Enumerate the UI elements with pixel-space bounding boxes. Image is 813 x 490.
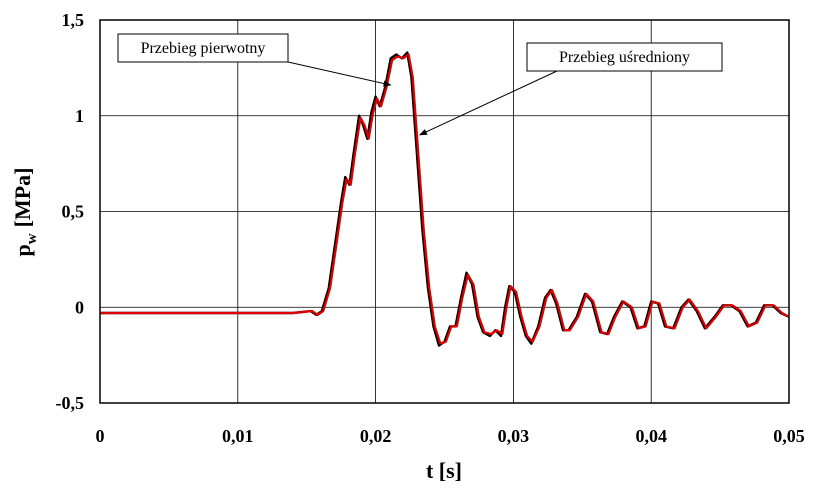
series-line-averaged (100, 53, 790, 345)
y-axis-title: pw [MPa] (10, 168, 40, 257)
x-tick-label: 0,05 (773, 426, 805, 446)
annotation-arrow (287, 61, 392, 87)
y-axis-title-unit: [MPa] (10, 168, 35, 228)
y-tick-label: 0,5 (62, 202, 85, 222)
grid (99, 19, 790, 404)
plot-frame (99, 19, 790, 404)
y-tick-label: 1 (75, 106, 84, 126)
y-axis-title-main: p (10, 244, 35, 256)
x-tick-label: 0,03 (498, 426, 530, 446)
y-tick-label: 0 (75, 297, 84, 317)
x-tick-label: 0,01 (222, 426, 254, 446)
y-tick-label: 1,5 (62, 10, 85, 30)
x-tick-label: 0,02 (360, 426, 392, 446)
annotation-label: Przebieg uśredniony (559, 49, 690, 66)
tick-labels: 0 0,01 0,02 0,03 0,04 0,05 -0,5 0 0,5 1 1,5 (56, 10, 805, 446)
annotation-box (526, 42, 723, 72)
x-axis-title: t [s] (426, 458, 462, 483)
series-line-raw (100, 51, 790, 347)
annotations: Przebieg pierwotny Przebieg uśredniony (117, 33, 723, 136)
annotation-1: Przebieg uśredniony (418, 42, 723, 136)
annotation-box (117, 33, 289, 63)
annotation-label: Przebieg pierwotny (141, 40, 266, 57)
annotation-0: Przebieg pierwotny (117, 33, 392, 87)
x-tick-label: 0 (96, 426, 105, 446)
series-group (100, 51, 790, 347)
y-tick-label: -0,5 (56, 393, 85, 413)
x-tick-label: 0,04 (635, 426, 667, 446)
annotation-arrow (418, 70, 558, 136)
y-axis-title-sub: w (24, 233, 40, 244)
